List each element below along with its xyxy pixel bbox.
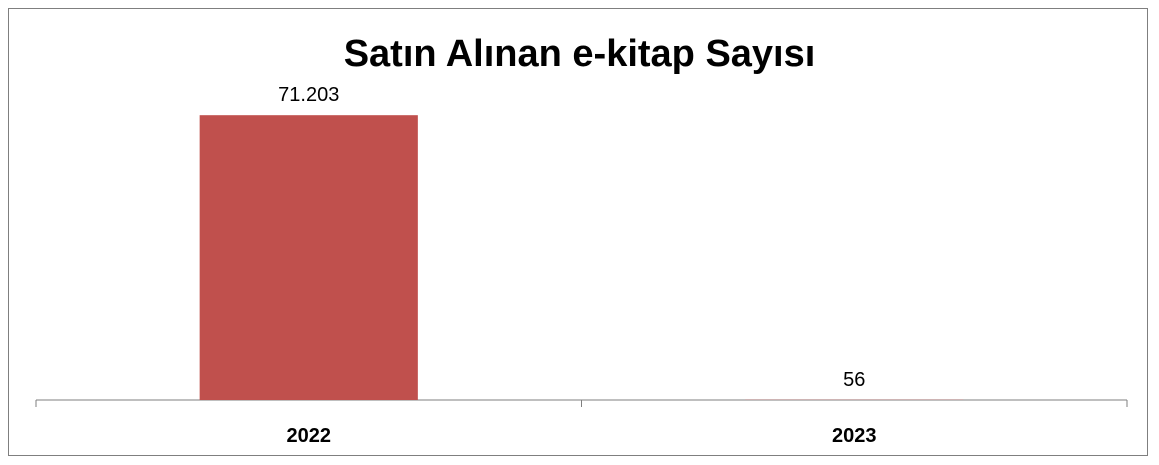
chart-frame (8, 8, 1148, 456)
data-labels: 71.203 56 (278, 84, 865, 391)
bar-2022 (199, 115, 418, 401)
x-tick-label-2023: 2023 (832, 425, 877, 447)
bars (199, 115, 964, 401)
x-axis (35, 399, 1128, 407)
x-tick-labels: 2022 2023 (287, 425, 877, 447)
data-label-2022: 71.203 (278, 84, 339, 106)
x-tick-label-2022: 2022 (287, 425, 332, 447)
data-label-2023: 56 (843, 369, 865, 391)
chart-title: Satın Alınan e-kitap Sayısı (343, 33, 816, 75)
